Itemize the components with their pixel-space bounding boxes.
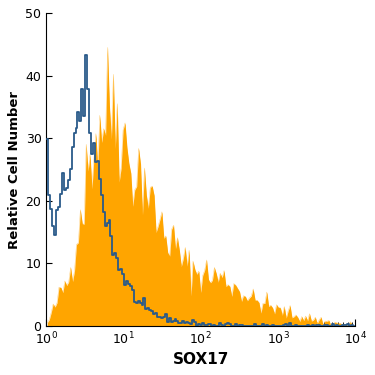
Y-axis label: Relative Cell Number: Relative Cell Number <box>8 91 21 249</box>
X-axis label: SOX17: SOX17 <box>172 352 229 367</box>
